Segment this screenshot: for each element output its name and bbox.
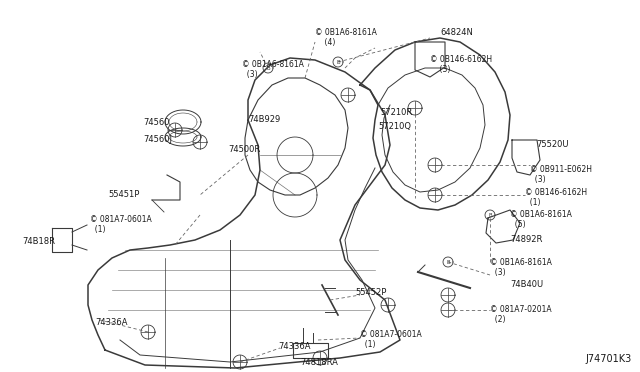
Text: 55451P: 55451P <box>108 190 140 199</box>
Text: B: B <box>336 60 340 64</box>
Text: 74B40U: 74B40U <box>510 280 543 289</box>
Text: 74B18R: 74B18R <box>22 237 55 246</box>
Text: 74818RA: 74818RA <box>300 358 338 367</box>
Text: 74560J: 74560J <box>143 135 172 144</box>
Text: 75520U: 75520U <box>536 140 568 149</box>
Text: © 0B1A6-8161A
  (3): © 0B1A6-8161A (3) <box>490 258 552 278</box>
Text: © 0B1A6-8161A
  (3): © 0B1A6-8161A (3) <box>242 60 304 79</box>
Text: 74B929: 74B929 <box>248 115 280 124</box>
Text: © 081A7-0601A
  (1): © 081A7-0601A (1) <box>90 215 152 234</box>
Text: © 081A7-0601A
  (1): © 081A7-0601A (1) <box>360 330 422 349</box>
Text: B: B <box>266 65 270 71</box>
Text: © 0B1A6-8161A
    (4): © 0B1A6-8161A (4) <box>315 28 377 47</box>
Text: © 0B1A6-8161A
  (5): © 0B1A6-8161A (5) <box>510 210 572 230</box>
Text: © 0B911-E062H
  (3): © 0B911-E062H (3) <box>530 165 592 185</box>
Text: 55452P: 55452P <box>355 288 387 297</box>
Text: 57210R: 57210R <box>380 108 412 117</box>
Text: 74336A: 74336A <box>278 342 310 351</box>
Text: B: B <box>446 260 450 264</box>
Text: 57210Q: 57210Q <box>378 122 411 131</box>
Text: © 0B146-6162H
  (1): © 0B146-6162H (1) <box>525 188 587 208</box>
Text: 74500R: 74500R <box>228 145 260 154</box>
Text: © 0B146-6162H
    (3): © 0B146-6162H (3) <box>430 55 492 74</box>
Text: 64824N: 64824N <box>440 28 473 37</box>
Text: 74336A: 74336A <box>95 318 127 327</box>
Text: 74560: 74560 <box>143 118 170 127</box>
Text: B: B <box>488 212 492 218</box>
Text: 74892R: 74892R <box>510 235 542 244</box>
Text: © 081A7-0201A
  (2): © 081A7-0201A (2) <box>490 305 552 324</box>
Text: J74701K3: J74701K3 <box>586 354 632 364</box>
